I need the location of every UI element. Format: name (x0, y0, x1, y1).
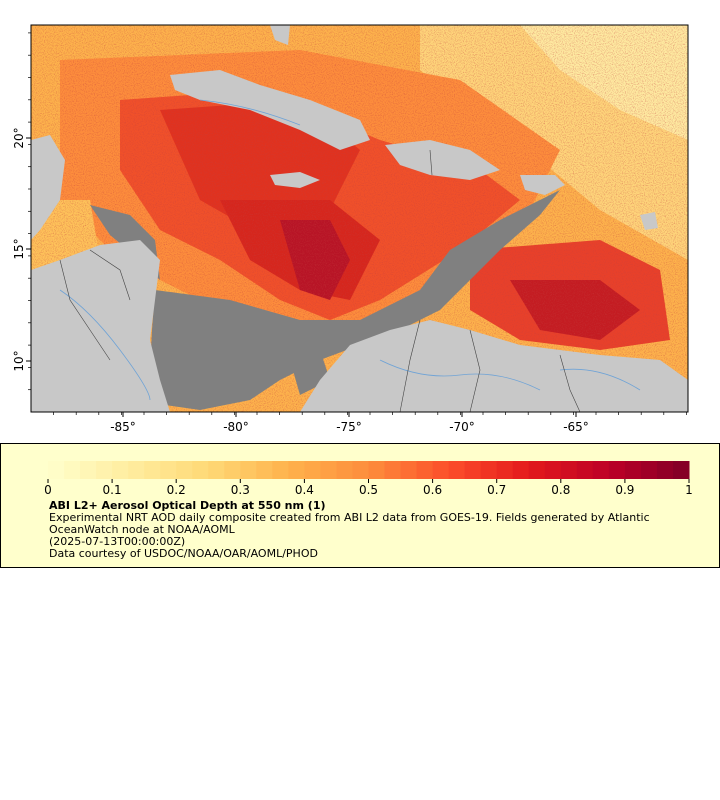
colorbar-cell (528, 461, 546, 479)
colorbar-cell (208, 461, 225, 479)
colorbar-cell (672, 461, 690, 479)
colorbar-label: 0.5 (359, 483, 378, 497)
colorbar-cell (544, 461, 562, 479)
colorbar-cell (352, 461, 369, 479)
land-jamaica (270, 172, 320, 188)
legend-panel: 0 0.1 0.2 0.3 0.4 0.5 0.6 0.7 0.8 0.9 1 ABI L2+ Ae… (0, 443, 720, 568)
colorbar-cell (480, 461, 498, 479)
colorbar-cell (656, 461, 674, 479)
rivers (59, 99, 641, 401)
colorbar-cell (640, 461, 658, 479)
colorbar-cell (464, 461, 482, 479)
colorbar-cell (512, 461, 530, 479)
borders (59, 149, 581, 412)
colorbar-label: 0.4 (295, 483, 314, 497)
colorbar-cell (160, 461, 177, 479)
land-cuba (170, 70, 370, 150)
colorbar-cell (496, 461, 514, 479)
aod-field (31, 25, 688, 412)
legend-title: ABI L2+ Aerosol Optical Depth at 550 nm … (49, 499, 326, 512)
colorbar-cell (320, 461, 337, 479)
latitude-axis: 20° 15° 10° (12, 32, 31, 391)
lon-tick-label: -75° (336, 420, 362, 434)
colorbar-cell (256, 461, 273, 479)
colorbar-cell (64, 461, 81, 479)
land-yucatan (31, 135, 65, 240)
colorbar-labels: 0 0.1 0.2 0.3 0.4 0.5 0.6 0.7 0.8 0.9 1 (44, 479, 693, 497)
colorbar-cell (240, 461, 257, 479)
colorbar: 0 0.1 0.2 0.3 0.4 0.5 0.6 0.7 0.8 0.9 1 (44, 461, 693, 497)
lon-tick-label: -80° (223, 420, 249, 434)
colorbar-label: 0 (44, 483, 52, 497)
colorbar-cell (624, 461, 642, 479)
map-figure: -85° -80° -75° -70° -65° 20° 15° 10° (12, 24, 689, 434)
legend-credit: Data courtesy of USDOC/NOAA/OAR/AOML/PHO… (49, 547, 318, 560)
colorbar-cell (336, 461, 353, 479)
colorbar-label: 0.9 (615, 483, 634, 497)
longitude-axis: -85° -80° -75° -70° -65° (53, 412, 687, 434)
legend-time: (2025-07-13T00:00:00Z) (49, 535, 186, 548)
lon-tick-label: -70° (449, 420, 475, 434)
colorbar-cell (608, 461, 626, 479)
colorbar-label: 1 (685, 483, 693, 497)
colorbar-cell (144, 461, 161, 479)
colorbar-cell (304, 461, 321, 479)
colorbar-cell (96, 461, 113, 479)
colorbar-cell (176, 461, 193, 479)
lat-tick-label: 10° (12, 350, 26, 371)
colorbar-cell (592, 461, 610, 479)
colorbar-cell (272, 461, 289, 479)
colorbar-cell (384, 461, 402, 479)
colorbar-cell (224, 461, 241, 479)
legend-text: ABI L2+ Aerosol Optical Depth at 550 nm … (49, 500, 709, 560)
colorbar-cell (368, 461, 386, 479)
colorbar-cell (288, 461, 305, 479)
colorbar-cell (576, 461, 594, 479)
colorbar-label: 0.2 (167, 483, 186, 497)
colorbar-cell (448, 461, 466, 479)
land-hispaniola (385, 140, 500, 180)
lon-tick-label: -65° (563, 420, 589, 434)
map-frame (30, 24, 689, 413)
colorbar-label: 0.6 (423, 483, 442, 497)
lon-tick-label: -85° (110, 420, 136, 434)
colorbar-cell (128, 461, 145, 479)
colorbar-cell (192, 461, 209, 479)
colorbar-label: 0.8 (551, 483, 570, 497)
colorbar-cell (416, 461, 434, 479)
colorbar-cells (48, 461, 690, 479)
lat-tick-label: 20° (12, 127, 26, 148)
colorbar-cell (400, 461, 418, 479)
colorbar-cell (432, 461, 450, 479)
colorbar-cell (48, 461, 65, 479)
colorbar-label: 0.7 (487, 483, 506, 497)
colorbar-label: 0.3 (231, 483, 250, 497)
land-south-america (300, 320, 688, 412)
colorbar-cell (560, 461, 578, 479)
colorbar-cell (80, 461, 97, 479)
legend-description: Experimental NRT AOD daily composite cre… (49, 511, 650, 536)
colorbar-label: 0.1 (103, 483, 122, 497)
lat-tick-label: 15° (12, 238, 26, 259)
colorbar-cell (112, 461, 129, 479)
